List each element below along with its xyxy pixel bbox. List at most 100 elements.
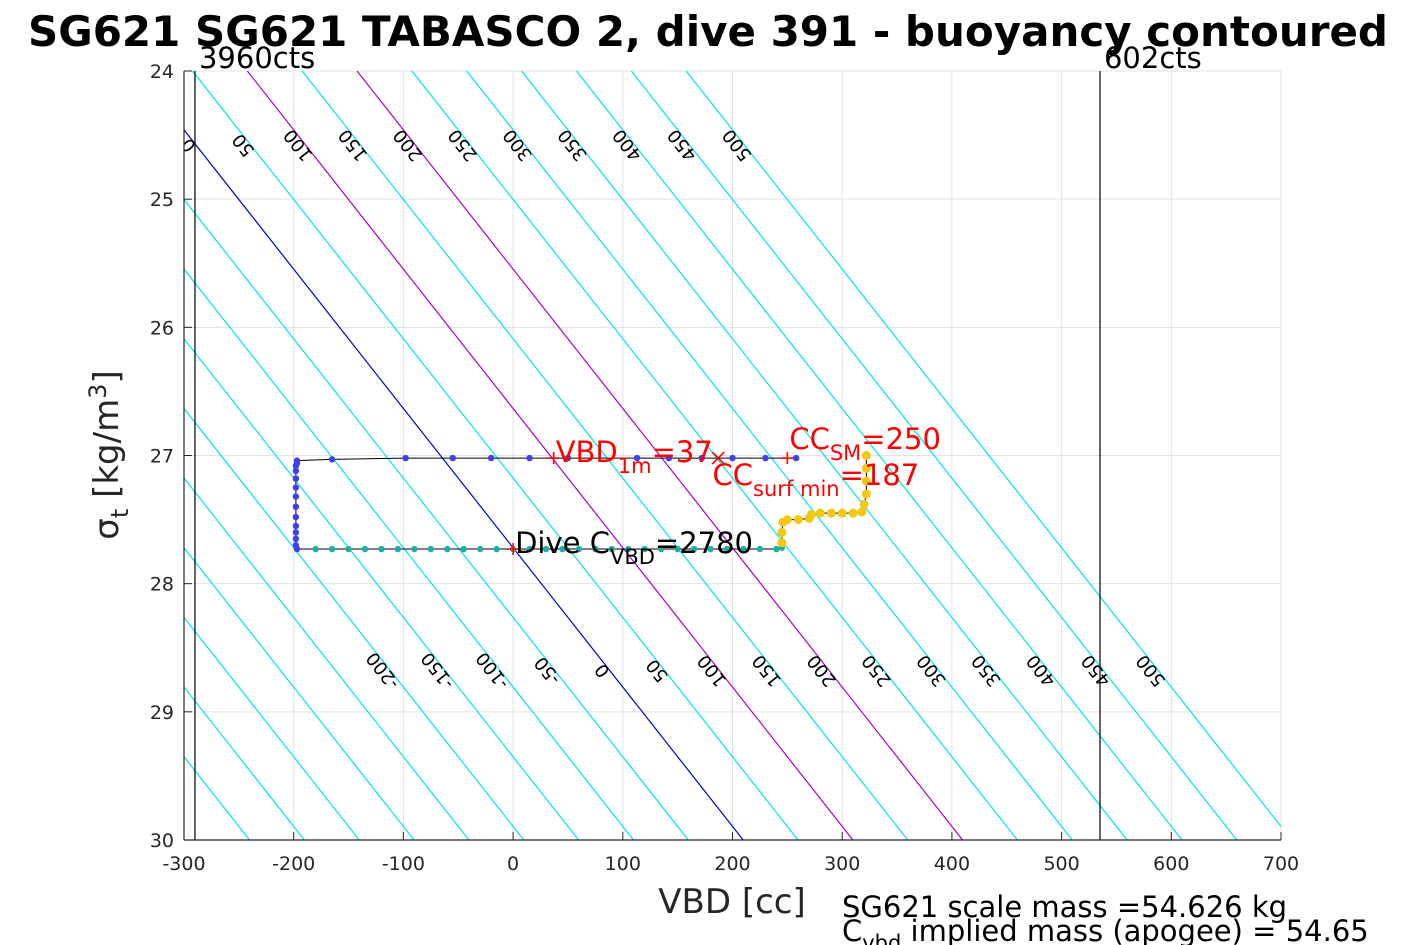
- ascent-point: [559, 545, 566, 553]
- contour-line: [184, 198, 689, 840]
- descent-point: [564, 454, 572, 462]
- surface-point: [861, 489, 871, 499]
- footer-scale-mass: SG621 scale mass =54.626 kg: [842, 890, 1287, 924]
- x-tick-label: 400: [934, 853, 970, 875]
- contour-line: [184, 616, 360, 840]
- annotation-sub: 1m: [618, 454, 652, 478]
- ascent-point: [723, 545, 731, 553]
- surface-point: [777, 538, 787, 548]
- ascent-point: [740, 545, 747, 553]
- surface-point: [848, 508, 858, 518]
- ascent-point: [328, 545, 336, 553]
- x-tick-label: 100: [605, 853, 641, 875]
- ascent-point: [345, 545, 352, 553]
- annotation: VBD1m=37: [556, 435, 713, 478]
- annotation-main: CC: [713, 458, 754, 492]
- contour-line: [301, 71, 909, 840]
- descent-point: [328, 456, 336, 463]
- annotation-sub: SM: [830, 441, 861, 465]
- y-label-close: ]: [87, 370, 127, 383]
- annotation-value: =2780: [655, 526, 753, 560]
- descent-point: [792, 454, 800, 462]
- ascent-point: [773, 545, 780, 553]
- descent-point: [292, 484, 300, 491]
- descent-point: [449, 454, 456, 462]
- surface-point: [806, 509, 816, 519]
- ascent-point: [476, 545, 484, 553]
- descent-point: [729, 454, 736, 462]
- footer-implied-rest: implied mass (apogee) = 54.65: [901, 914, 1368, 945]
- vbd-limit-label: 602cts: [1104, 41, 1202, 75]
- ascent-point: [592, 545, 599, 553]
- annotation: CCSM=250: [789, 422, 941, 465]
- surface-point: [837, 508, 847, 518]
- surface-point: [782, 515, 792, 525]
- x-tick-label: 700: [1263, 853, 1299, 875]
- y-tick-label: 24: [150, 61, 174, 83]
- ascent-point: [674, 545, 681, 553]
- y-tick-label: 27: [150, 446, 174, 468]
- descent-point: [762, 454, 769, 462]
- ascent-point: [575, 545, 583, 553]
- annotation-main: Dive C: [515, 526, 610, 560]
- ascent-point: [444, 545, 451, 553]
- y-tick-label: 25: [150, 189, 174, 211]
- descent-point: [698, 454, 705, 462]
- annotation-sub: VBD: [610, 545, 655, 569]
- x-tick-label: 500: [1043, 853, 1079, 875]
- descent-point: [293, 545, 301, 553]
- y-tick-label: 26: [150, 317, 174, 339]
- descent-point: [292, 522, 300, 530]
- contour-line: [184, 407, 525, 840]
- descent-point: [292, 467, 300, 475]
- contour-line: [575, 71, 1183, 840]
- surface-point: [815, 508, 825, 518]
- contour-line: [184, 337, 580, 840]
- descent-point: [487, 454, 495, 462]
- footer-vbd-sub: vbd: [862, 931, 901, 945]
- ascent-point: [608, 545, 616, 553]
- contour-line: [685, 71, 1281, 828]
- contour-line: [192, 71, 799, 840]
- contour-line: [246, 71, 854, 840]
- vbd-limit-label: 3960cts: [199, 41, 315, 75]
- surface-point: [861, 476, 871, 486]
- y-label-unit: [kg/m: [87, 399, 127, 509]
- x-tick-label: 600: [1153, 853, 1189, 875]
- descent-point: [292, 462, 300, 469]
- y-label-sigma: σ: [87, 518, 127, 540]
- surface-point: [861, 451, 871, 460]
- x-tick-label: -300: [162, 853, 205, 875]
- contour-line: [466, 71, 1073, 840]
- y-label-sub: t: [106, 509, 134, 518]
- annotation-sub: surf min: [753, 477, 840, 501]
- marker-x-b: [711, 451, 725, 465]
- ascent-point: [641, 545, 648, 553]
- contour-line: [521, 71, 1128, 840]
- descent-point: [292, 493, 300, 500]
- y-tick-label: 29: [150, 702, 174, 724]
- descent-point: [292, 535, 300, 543]
- annotation-value: =250: [861, 422, 941, 456]
- ascent-point: [312, 545, 319, 553]
- x-tick-label: -100: [382, 853, 425, 875]
- annotation-main: VBD: [556, 435, 618, 469]
- annotation: CCsurf min=187: [713, 458, 920, 501]
- x-tick-label: 0: [507, 853, 519, 875]
- ascent-point: [411, 545, 418, 553]
- contour-line: [630, 71, 1238, 840]
- annotation: Dive CVBD=2780: [515, 526, 753, 569]
- ascent-point: [460, 545, 467, 553]
- surface-point: [793, 515, 803, 525]
- x-tick-label: -200: [272, 853, 315, 875]
- descent-point: [402, 454, 409, 462]
- descent-point: [292, 475, 300, 482]
- x-tick-label: 300: [824, 853, 860, 875]
- descent-point: [292, 513, 300, 521]
- ascent-point: [361, 545, 369, 553]
- vbd-limit-lines: 3960cts 602cts: [194, 41, 1202, 840]
- contour-line: [184, 686, 305, 840]
- ascent-point: [657, 545, 665, 553]
